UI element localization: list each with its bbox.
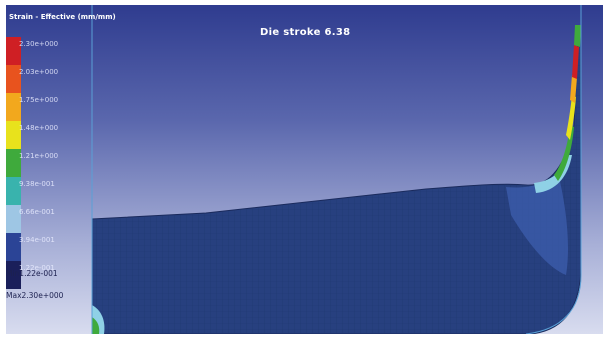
legend-swatch (6, 233, 21, 261)
strain-band-yellow (566, 95, 576, 140)
legend-label: 1.22e-001 (19, 264, 55, 272)
legend-label: 1.48e+000 (19, 124, 59, 132)
strain-zone-bottom-left-green (92, 317, 100, 334)
die-stroke-label: Die stroke 6.38 (260, 27, 351, 38)
legend-swatch (6, 37, 21, 65)
deformation-mesh (91, 5, 582, 334)
workpiece-grid (92, 35, 581, 334)
legend-entry: 1.48e+000 (6, 121, 58, 149)
legend-entry: 1.21e+000 (6, 149, 58, 177)
legend-entry: 1.75e+000 (6, 93, 58, 121)
strain-band-green (554, 125, 574, 181)
legend-swatch (6, 121, 21, 149)
strain-band-green-top (574, 25, 581, 47)
legend-max-value: Max2.30e+000 (6, 291, 64, 300)
simulation-viewport[interactable]: Strain - Effective (mm/mm) Die stroke 6.… (6, 5, 603, 334)
legend-label: 2.03e+000 (19, 68, 59, 76)
legend-label: 1.75e+000 (19, 96, 59, 104)
legend-swatch (6, 93, 21, 121)
strain-band-cyan (534, 155, 572, 193)
legend-swatch (6, 177, 21, 205)
die-right-profile (525, 5, 582, 334)
legend-swatch (6, 149, 21, 177)
legend-swatch (6, 65, 21, 93)
legend-title: Strain - Effective (mm/mm) (9, 13, 116, 21)
legend-label: 9.38e-001 (19, 180, 55, 188)
legend-min-value: Min1.22e-001 (6, 269, 58, 278)
legend-label: 2.30e+000 (19, 40, 59, 48)
legend-entry: 1.22e-001 (6, 261, 55, 289)
legend-label: 1.21e+000 (19, 152, 59, 160)
legend-entry: 2.30e+000 (6, 37, 58, 65)
legend-entry: 9.38e-001 (6, 177, 55, 205)
legend-swatch (6, 261, 21, 289)
legend-label: 3.94e-001 (19, 236, 55, 244)
legend-label: 6.66e-001 (19, 208, 55, 216)
strain-band-red (572, 45, 579, 79)
legend-entry: 6.66e-001 (6, 205, 55, 233)
strain-zone-low (506, 173, 569, 275)
legend-entry: 3.94e-001 (6, 233, 55, 261)
legend-entry: 2.03e+000 (6, 65, 58, 93)
strain-band-orange (570, 75, 577, 103)
legend-swatch (6, 205, 21, 233)
